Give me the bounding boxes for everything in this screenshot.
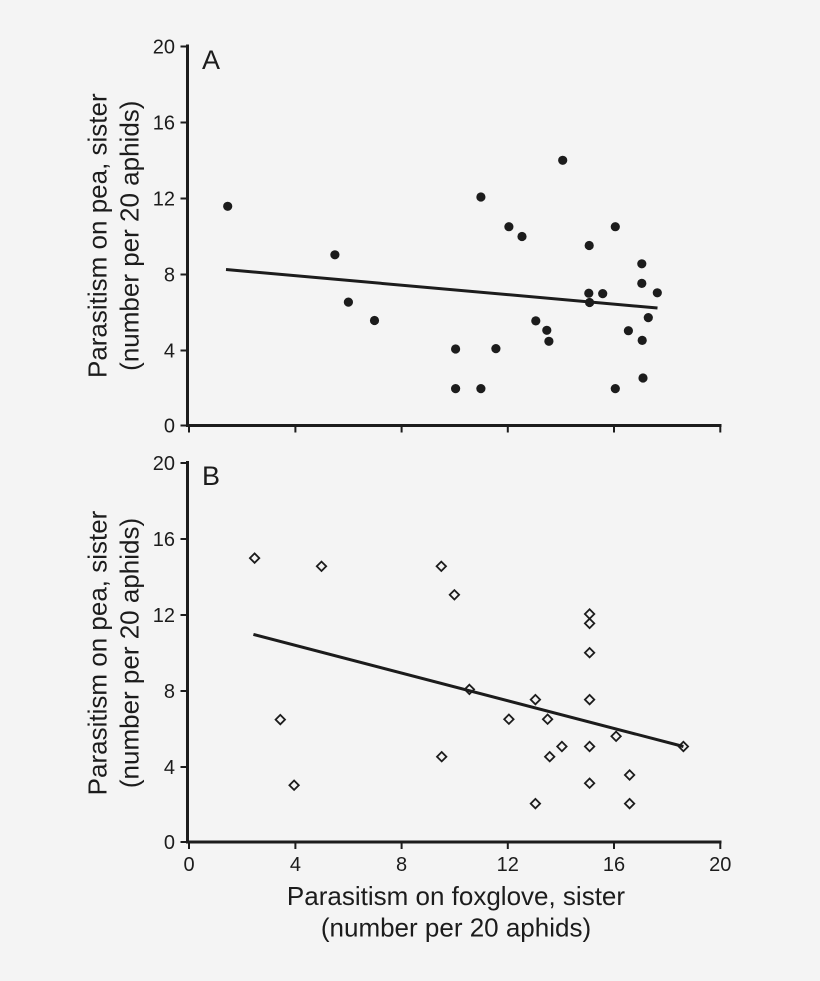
svg-text:12: 12 (153, 605, 175, 627)
svg-text:4: 4 (290, 854, 301, 876)
svg-text:16: 16 (603, 854, 625, 876)
svg-text:8: 8 (164, 681, 175, 703)
svg-text:20: 20 (709, 854, 731, 876)
svg-text:(number per 20 aphids): (number per 20 aphids) (321, 913, 591, 943)
svg-text:8: 8 (164, 265, 175, 287)
svg-text:Parasitism on pea, sister: Parasitism on pea, sister (82, 510, 112, 795)
svg-text:12: 12 (153, 189, 175, 211)
svg-text:4: 4 (164, 341, 175, 363)
svg-text:A: A (202, 45, 220, 75)
svg-text:(number per 20 aphids): (number per 20 aphids) (114, 101, 144, 371)
svg-text:0: 0 (164, 832, 175, 854)
svg-text:Parasitism on pea, sister: Parasitism on pea, sister (82, 93, 112, 378)
svg-text:(number per 20 aphids): (number per 20 aphids) (114, 518, 144, 788)
svg-text:16: 16 (153, 113, 175, 135)
svg-text:0: 0 (164, 416, 175, 438)
svg-text:20: 20 (153, 37, 175, 59)
svg-text:16: 16 (153, 529, 175, 551)
svg-text:20: 20 (153, 453, 175, 475)
svg-text:B: B (202, 461, 220, 491)
svg-text:Parasitism on foxglove, sister: Parasitism on foxglove, sister (287, 881, 625, 911)
svg-text:8: 8 (396, 854, 407, 876)
svg-text:0: 0 (183, 854, 194, 876)
svg-text:12: 12 (497, 854, 519, 876)
svg-text:4: 4 (164, 757, 175, 779)
